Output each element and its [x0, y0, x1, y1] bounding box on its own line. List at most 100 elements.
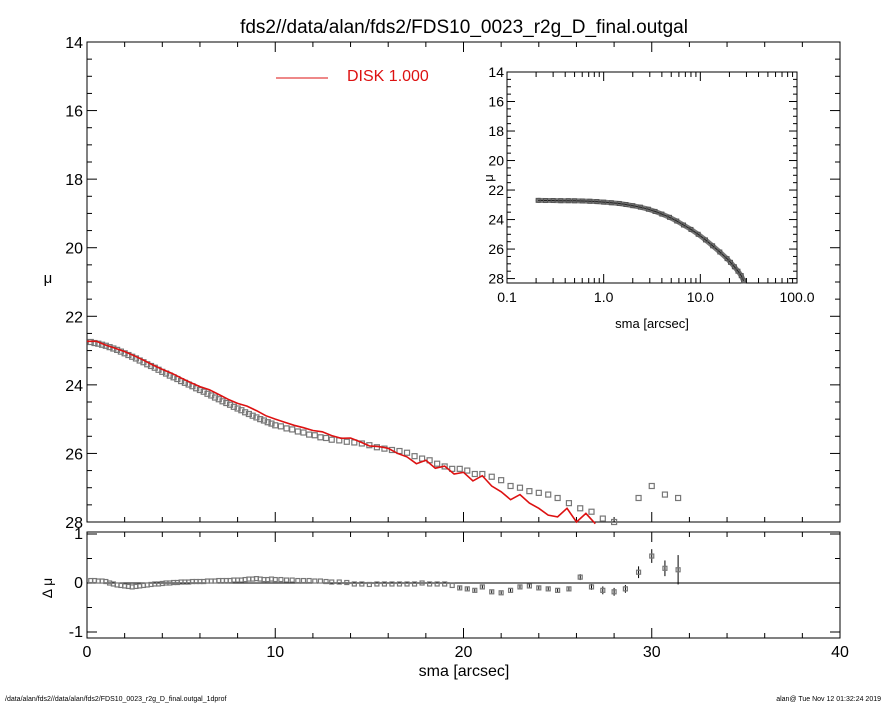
residual-point: [635, 569, 642, 575]
main-data-point: [272, 422, 279, 429]
inset-data-point: [695, 231, 701, 237]
main-model-line: [87, 340, 596, 525]
main-y-tick-label: 16: [65, 104, 83, 121]
inset-panel: 0.1 1.0 10.0 100.0 14 16 18 20 22 24 26 28 μ sma [a…: [481, 64, 815, 331]
inset-data-point: [681, 222, 687, 228]
main-data-point: [498, 477, 505, 484]
residual-point: [517, 584, 523, 590]
residual-point: [419, 580, 425, 586]
residual-x-axis-label: sma [arcsec]: [419, 663, 510, 680]
residual-x-tick-label: 10: [266, 644, 284, 661]
main-x-ticks: [86, 42, 841, 522]
main-data-point: [545, 491, 552, 498]
inset-y-tick-label: 28: [488, 271, 504, 287]
inset-data-point: [645, 206, 651, 212]
residual-point: [622, 586, 628, 592]
main-data-point: [245, 410, 252, 418]
main-data-point: [535, 489, 542, 496]
residual-y-tick-label: 0: [74, 575, 83, 592]
main-data-point: [610, 518, 618, 526]
main-y-tick-label: 22: [65, 309, 83, 326]
residual-point: [374, 581, 380, 587]
residual-point: [457, 585, 463, 591]
main-panel: 14 16 18 20 22 24 26 28 μ DISK 1.000: [44, 35, 841, 532]
inset-data-point: [637, 204, 643, 210]
residual-data-points: [88, 549, 681, 596]
inset-data-point: [735, 268, 741, 274]
main-data-point: [328, 436, 335, 443]
main-data-point: [211, 394, 219, 401]
legend: DISK 1.000: [276, 68, 429, 85]
main-data-point: [411, 453, 418, 460]
main-data-point: [565, 500, 573, 507]
inset-data-point: [702, 237, 708, 243]
residual-point: [588, 584, 595, 590]
residual-point: [464, 586, 470, 592]
main-data-point: [456, 465, 463, 472]
residual-point: [536, 585, 542, 591]
inset-y-tick-label: 26: [488, 241, 504, 257]
inset-data-point: [717, 249, 723, 255]
main-y-tick-label: 18: [65, 172, 83, 189]
residual-point: [366, 581, 372, 588]
main-data-point: [260, 417, 268, 424]
main-data-point: [242, 409, 249, 416]
inset-data-point: [565, 198, 571, 204]
main-data-point: [268, 420, 275, 427]
inset-data-point: [608, 200, 614, 206]
residual-point: [498, 590, 504, 596]
residual-y-axis-label: Δ μ: [39, 578, 55, 599]
main-data-point: [253, 414, 260, 421]
main-data-point: [488, 473, 495, 480]
main-y-tick-label: 24: [65, 378, 83, 395]
inset-y-tick-label: 22: [488, 182, 504, 198]
main-data-point: [294, 428, 301, 435]
main-y-tick-labels: 14 16 18 20 22 24 26 28: [65, 35, 83, 532]
residual-point: [300, 577, 307, 584]
inset-data-point: [652, 208, 658, 214]
main-data-point: [434, 460, 441, 467]
residual-point: [649, 553, 655, 559]
main-data-point: [388, 446, 396, 454]
residual-point: [289, 577, 295, 583]
residual-point: [507, 587, 514, 593]
residual-point: [317, 578, 324, 584]
residual-point: [389, 581, 395, 587]
inset-y-tick-label: 16: [488, 94, 504, 110]
residual-x-tick-label: 30: [643, 644, 661, 661]
main-data-point: [277, 423, 284, 430]
residual-point: [662, 565, 668, 571]
inset-tick-labels: 0.1 1.0 10.0 100.0 14 16 18 20 22 24 26 28: [488, 64, 814, 305]
inset-data-point: [594, 199, 600, 205]
main-data-point: [196, 386, 204, 394]
main-y-tick-label: 26: [65, 446, 83, 463]
inset-data-point: [727, 259, 733, 265]
main-y-axis-label: μ: [44, 270, 53, 287]
inset-data-point: [731, 264, 737, 270]
residual-point: [404, 581, 410, 587]
residual-point: [396, 581, 403, 587]
main-y-tick-label: 20: [65, 241, 83, 258]
inset-data-point: [738, 273, 744, 279]
chart-title: fds2//data/alan/fds2/FDS10_0023_r2g_D_fi…: [240, 17, 688, 38]
residual-point: [479, 584, 485, 590]
main-data-point: [300, 429, 307, 436]
inset-data-line: [538, 199, 745, 282]
main-data-point: [661, 491, 669, 498]
residual-point: [295, 577, 301, 584]
inset-data-point: [741, 278, 747, 284]
inset-x-tick-label: 0.1: [497, 289, 517, 305]
residual-point: [449, 582, 455, 589]
legend-label: DISK 1.000: [347, 68, 429, 85]
main-data-point: [234, 405, 241, 412]
residual-point: [600, 587, 606, 593]
inset-x-tick-label: 100.0: [779, 289, 814, 305]
main-data-point: [219, 398, 226, 405]
main-data-point: [317, 434, 324, 441]
residual-y-tick-label: 1: [74, 526, 83, 543]
footer-file-path: /data/alan/fds2//data/alan/fds2/FDS10_00…: [5, 696, 227, 703]
residual-point: [283, 577, 290, 583]
main-data-point: [283, 425, 290, 432]
